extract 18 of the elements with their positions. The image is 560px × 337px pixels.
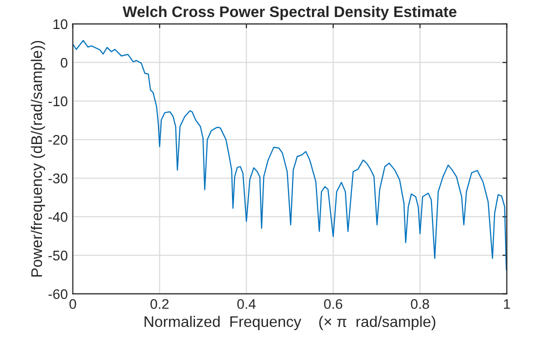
chart-title: Welch Cross Power Spectral Density Estimate [122, 6, 456, 20]
y-tick-label: -50 [48, 250, 68, 260]
y-axis-title: Power/frequency (dB/(rad/sample)) [30, 40, 46, 277]
x-tick-label: 0 [69, 299, 76, 309]
x-tick-label: 0.8 [410, 299, 430, 309]
y-tick-label: -30 [48, 174, 68, 184]
y-tick-label: 0 [60, 58, 68, 68]
y-tick-label: -10 [48, 96, 68, 106]
x-tick-label: 0.6 [324, 299, 342, 309]
line-series [72, 40, 507, 271]
x-tick-label: 0.2 [150, 299, 169, 309]
y-tick-label: -40 [48, 212, 68, 222]
y-tick-label: -20 [48, 134, 68, 145]
x-tick-label: 0.4 [237, 299, 256, 309]
x-tick-label: 1 [504, 299, 510, 309]
x-axis-title: Normalized Frequency (× π rad/sample) [144, 316, 436, 330]
y-tick-label: 10 [54, 19, 68, 30]
y-tick-label: -60 [48, 289, 68, 300]
